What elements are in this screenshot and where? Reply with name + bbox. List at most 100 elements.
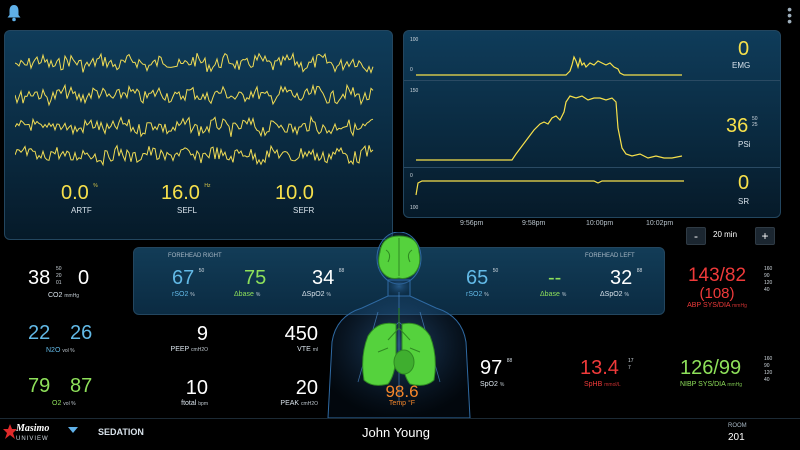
mode-dropdown-icon[interactable] <box>68 427 78 433</box>
more-menu-icon[interactable]: • • • <box>787 1 792 29</box>
left-dspo2-unit: % <box>624 292 629 298</box>
mode-label[interactable]: SEDATION <box>98 427 144 437</box>
vte-readout[interactable]: 450 VTE ml <box>268 324 318 353</box>
forehead-left-header: FOREHEAD LEFT <box>585 253 635 259</box>
peep-label: PEEP <box>170 346 190 353</box>
spo2-alarm: 88 <box>506 358 513 364</box>
sr-trend[interactable]: 0 100 0 SR <box>404 169 780 217</box>
sr-scale-top: 0 <box>410 173 413 179</box>
right-dspo2-alarm: 88 <box>338 268 345 274</box>
right-base-value: 75 <box>244 267 267 289</box>
co2-alarm-3: 01 <box>56 280 62 286</box>
right-base-readout[interactable]: 75 Δbase % <box>234 267 267 298</box>
sphb-readout[interactable]: 13.4 17 7 SpHB mmol/L <box>580 358 650 388</box>
co2-readout[interactable]: 38 50 20 01 0 CO2 mmHg <box>28 266 89 299</box>
psi-alarm-high: 50 <box>752 116 758 122</box>
left-rso2-value: 65 <box>466 267 489 289</box>
peep-readout[interactable]: 9 PEEP cmH2O <box>150 324 208 353</box>
spo2-readout[interactable]: 97 88 SpO2 % <box>480 358 528 388</box>
n2o-readout[interactable]: 22 26 N2O vol % <box>28 322 92 354</box>
n2o-value: 22 <box>28 322 51 344</box>
n2o-unit: vol % <box>62 348 75 354</box>
right-dspo2-unit: % <box>326 292 331 298</box>
sphb-label: SpHB <box>584 381 603 388</box>
o2-value: 79 <box>28 375 51 397</box>
abp-value: 143/82 <box>687 265 747 286</box>
co2-alarm-2: 20 <box>56 273 62 279</box>
zoom-out-button[interactable]: - <box>686 227 706 245</box>
sefr-label: SEFR <box>293 206 315 215</box>
patient-body-figure <box>327 232 471 418</box>
nibp-value: 126/99 <box>680 357 742 379</box>
sefr-readout[interactable]: 10.0 SEFR <box>275 183 355 215</box>
right-rso2-readout[interactable]: 67 50 rSO2 % <box>172 268 204 298</box>
n2o-label: N2O <box>46 347 61 354</box>
psi-trace <box>416 95 683 161</box>
eeg-trace-3 <box>15 115 374 138</box>
eeg-trace-4 <box>15 144 374 167</box>
right-dspo2-value: 34 <box>312 267 335 289</box>
right-rso2-label: rSO2 <box>172 291 189 298</box>
left-rso2-readout[interactable]: 65 50 rSO2 % <box>466 268 498 298</box>
time-tick-4: 10:02pm <box>646 220 674 227</box>
peak-unit: cmH2O <box>301 401 318 407</box>
abp-readout[interactable]: 143/82 (108) ABP SYS/DIA mmHg <box>672 265 762 310</box>
peep-value: 9 <box>196 323 208 345</box>
sr-scale-bottom: 100 <box>410 205 419 211</box>
sphb-alarm-low: 7 <box>628 365 631 371</box>
sphb-value: 13.4 <box>580 357 619 379</box>
artf-readout[interactable]: 0.0 % ARTF <box>61 183 131 215</box>
n2o-inspired-value: 26 <box>70 322 93 344</box>
eeg-waveforms <box>15 51 374 167</box>
psi-value: 36 <box>726 115 749 137</box>
abp-alarm-1: 160 <box>764 266 773 272</box>
time-tick-2: 9:58pm <box>522 220 546 227</box>
ftotal-value: 10 <box>185 377 208 399</box>
sphb-alarm-high: 17 <box>628 358 634 364</box>
left-dspo2-readout[interactable]: 32 88 ΔSpO2 % <box>600 267 642 298</box>
left-dspo2-value: 32 <box>610 267 633 289</box>
sefl-units: Hz <box>204 183 211 189</box>
nibp-alarm-2: 90 <box>764 363 770 369</box>
artf-units: % <box>93 183 98 189</box>
bottom-bar: Masimo UNIVIEW SEDATION John Young ROOM … <box>0 418 800 450</box>
nibp-readout[interactable]: 126/99 NIBP SYS/DIA mmHg <box>680 358 766 388</box>
peak-readout[interactable]: 20 PEAK cmH2O <box>256 378 318 407</box>
sefl-readout[interactable]: 16.0 Hz SEFL <box>161 183 251 215</box>
psi-scale-top: 150 <box>410 88 419 94</box>
peak-label: PEAK <box>280 400 300 407</box>
sphb-unit: mmol/L <box>604 382 621 388</box>
zoom-in-button[interactable]: + <box>755 227 775 245</box>
o2-readout[interactable]: 79 87 O2 vol % <box>28 375 92 407</box>
room-label: ROOM <box>728 423 747 429</box>
trend-panel: 100 0 0 EMG 150 36 50 25 PSi 0 100 0 SR <box>403 30 781 218</box>
psi-label: PSi <box>738 140 751 149</box>
o2-unit: vol % <box>63 401 76 407</box>
patient-name: John Young <box>362 425 430 440</box>
abp-mean: (108) <box>699 285 735 302</box>
right-rso2-value: 67 <box>172 267 195 289</box>
co2-label: CO2 <box>48 292 63 299</box>
left-base-value: -- <box>548 267 562 289</box>
left-rso2-unit: % <box>484 292 489 298</box>
left-base-readout[interactable]: -- Δbase % <box>540 267 566 298</box>
nibp-alarm-1: 160 <box>764 356 773 362</box>
temperature-readout[interactable]: 98.6 Temp °F <box>370 383 434 407</box>
emg-trend[interactable]: 100 0 0 EMG <box>404 31 780 81</box>
right-rso2-unit: % <box>190 292 195 298</box>
right-base-unit: % <box>255 292 261 298</box>
spo2-value: 97 <box>480 357 503 379</box>
ftotal-readout[interactable]: 10 ftotal bpm <box>150 378 208 407</box>
left-base-label: Δbase <box>540 291 560 298</box>
right-dspo2-label: ΔSpO2 <box>302 291 325 298</box>
bell-icon[interactable] <box>6 4 22 22</box>
emg-label: EMG <box>732 61 751 70</box>
emg-value: 0 <box>738 38 750 60</box>
sr-label: SR <box>738 197 750 206</box>
zoom-value: 20 min <box>713 230 738 239</box>
right-rso2-alarm: 50 <box>198 268 205 274</box>
o2-label: O2 <box>52 400 62 407</box>
right-dspo2-readout[interactable]: 34 88 ΔSpO2 % <box>302 267 345 298</box>
psi-trend[interactable]: 150 36 50 25 PSi <box>404 82 780 168</box>
brand-name: Masimo <box>16 423 50 434</box>
